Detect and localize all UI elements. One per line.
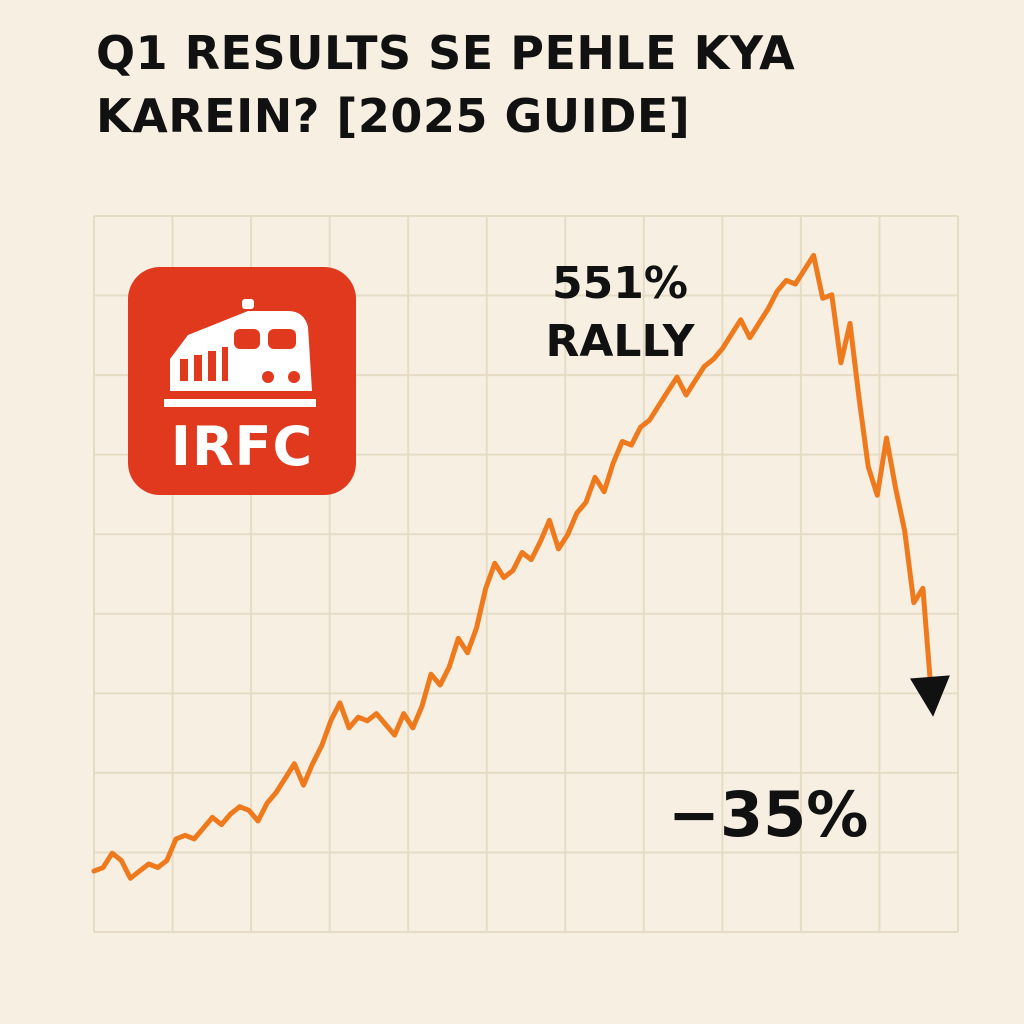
down-arrow-icon — [910, 675, 950, 717]
headline-line-2: KAREIN? [2025 GUIDE] — [96, 89, 691, 143]
headline-line-1: Q1 RESULTS SE PEHLE KYA — [96, 26, 796, 80]
price-line — [91, 252, 935, 881]
logo-text: IRFC — [170, 415, 314, 478]
chart-grid — [93, 215, 959, 933]
irfc-logo: IRFC — [128, 267, 356, 495]
price-line-group — [91, 252, 935, 881]
drop-annotation: −35% — [668, 778, 869, 851]
rally-percent: 551% — [552, 258, 688, 309]
down-arrow-group — [910, 675, 950, 717]
train-icon — [128, 267, 356, 495]
rally-label: RALLY — [545, 316, 695, 367]
headline: Q1 RESULTS SE PEHLE KYA KAREIN? [2025 GU… — [96, 22, 976, 148]
rally-annotation: 551% RALLY — [520, 255, 720, 371]
